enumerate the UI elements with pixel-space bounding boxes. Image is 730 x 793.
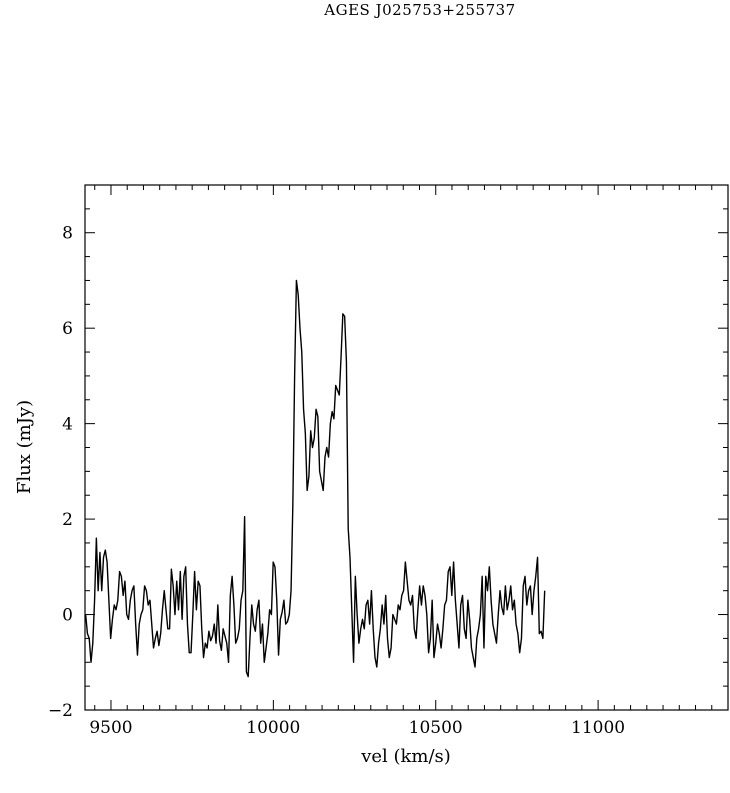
x-axis-label: vel (km/s) xyxy=(360,746,451,767)
y-tick-label: 4 xyxy=(62,415,73,435)
x-tick-label: 11000 xyxy=(571,718,625,738)
x-tick-label: 10000 xyxy=(246,718,300,738)
y-tick-label: 2 xyxy=(62,510,73,530)
y-tick-labels: −2 0 2 4 6 8 xyxy=(48,224,73,721)
plot-frame xyxy=(84,184,729,711)
flux-spectrum-line xyxy=(84,279,546,678)
y-axis-label: Flux (mJy) xyxy=(14,400,35,494)
x-tick-label: 10500 xyxy=(409,718,463,738)
y-tick-label: −2 xyxy=(48,701,73,721)
x-tick-label: 9500 xyxy=(89,718,132,738)
y-tick-label: 0 xyxy=(62,606,73,626)
x-tick-labels: 9500 10000 10500 11000 xyxy=(89,718,625,738)
chart-title: AGES J025753+255737 xyxy=(323,1,515,19)
y-tick-label: 8 xyxy=(62,224,73,244)
y-tick-label: 6 xyxy=(62,319,73,339)
axis-ticks xyxy=(85,184,729,711)
